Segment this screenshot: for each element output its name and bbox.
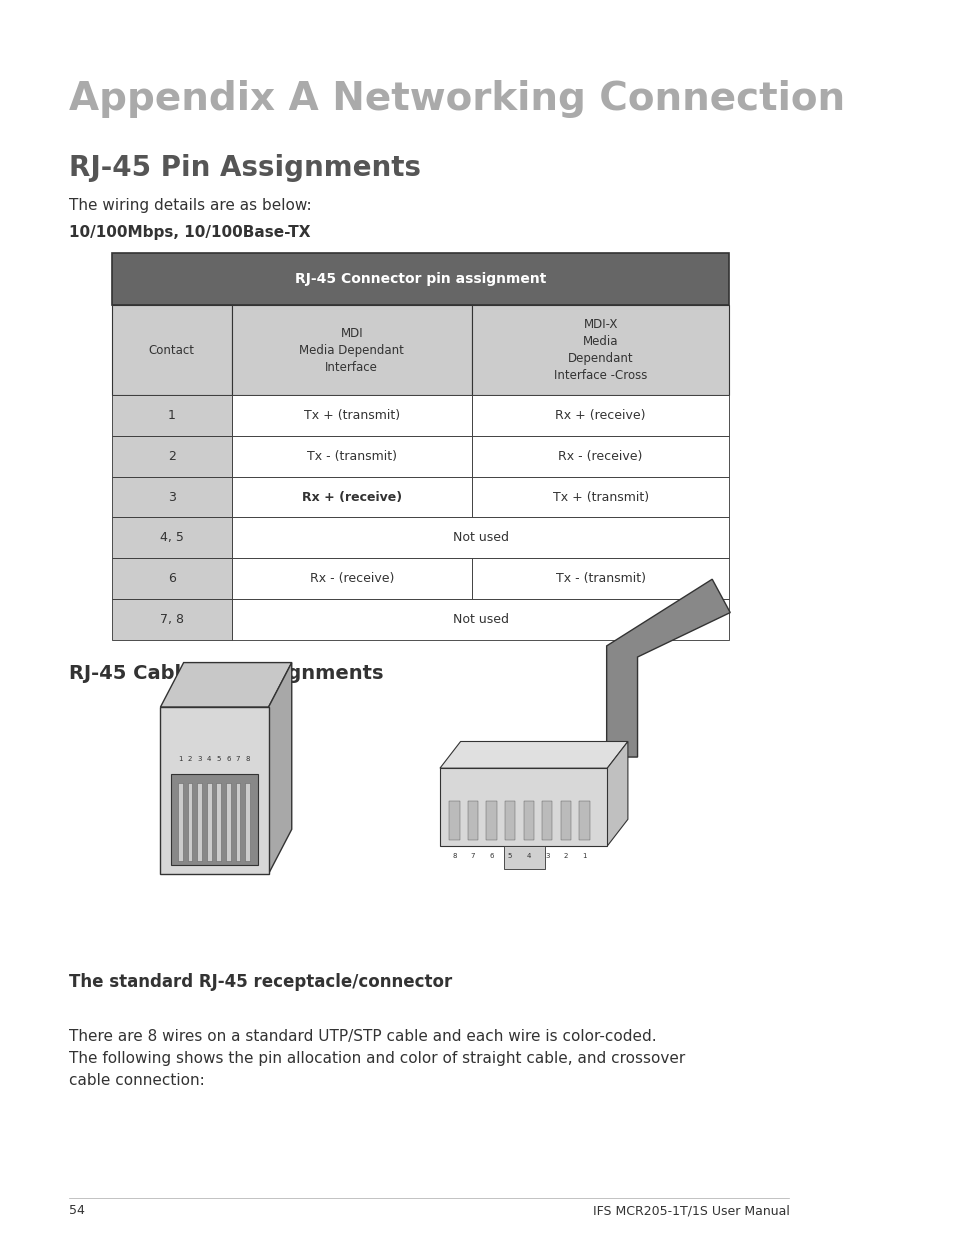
Text: 6: 6 — [168, 572, 175, 585]
FancyBboxPatch shape — [112, 599, 232, 640]
FancyBboxPatch shape — [504, 800, 515, 840]
Text: 7: 7 — [235, 756, 240, 762]
Text: 8: 8 — [245, 756, 250, 762]
FancyBboxPatch shape — [160, 706, 269, 874]
Text: Rx - (receive): Rx - (receive) — [310, 572, 394, 585]
Text: Rx - (receive): Rx - (receive) — [558, 450, 642, 463]
FancyBboxPatch shape — [245, 783, 250, 861]
FancyBboxPatch shape — [112, 253, 729, 305]
Text: Tx - (transmit): Tx - (transmit) — [307, 450, 396, 463]
FancyBboxPatch shape — [112, 395, 232, 436]
Text: 10/100Mbps, 10/100Base-TX: 10/100Mbps, 10/100Base-TX — [69, 225, 310, 240]
Polygon shape — [607, 741, 627, 846]
FancyBboxPatch shape — [449, 800, 459, 840]
Polygon shape — [439, 741, 627, 768]
Text: 2: 2 — [168, 450, 175, 463]
Text: 2: 2 — [563, 852, 567, 858]
FancyBboxPatch shape — [216, 783, 221, 861]
Text: 4: 4 — [526, 852, 530, 858]
Text: RJ-45 Cable Pin Assignments: RJ-45 Cable Pin Assignments — [69, 664, 383, 683]
FancyBboxPatch shape — [112, 305, 232, 395]
Text: Contact: Contact — [149, 343, 194, 357]
FancyBboxPatch shape — [232, 477, 472, 517]
Text: 3: 3 — [168, 490, 175, 504]
FancyBboxPatch shape — [178, 783, 183, 861]
FancyBboxPatch shape — [232, 395, 472, 436]
Text: 2: 2 — [188, 756, 192, 762]
FancyBboxPatch shape — [439, 768, 607, 846]
FancyBboxPatch shape — [503, 846, 545, 869]
Text: RJ-45 Connector pin assignment: RJ-45 Connector pin assignment — [294, 272, 545, 287]
Text: 3: 3 — [544, 852, 549, 858]
Text: 3: 3 — [197, 756, 202, 762]
Text: Not used: Not used — [452, 613, 508, 626]
FancyBboxPatch shape — [172, 773, 257, 866]
Text: 5: 5 — [216, 756, 221, 762]
Polygon shape — [269, 662, 292, 874]
Text: 54: 54 — [69, 1204, 85, 1218]
Text: Rx + (receive): Rx + (receive) — [301, 490, 401, 504]
Text: 1: 1 — [168, 409, 175, 422]
FancyBboxPatch shape — [232, 558, 472, 599]
Text: 1: 1 — [581, 852, 586, 858]
FancyBboxPatch shape — [472, 395, 729, 436]
FancyBboxPatch shape — [235, 783, 240, 861]
Text: 6: 6 — [489, 852, 494, 858]
FancyBboxPatch shape — [578, 800, 589, 840]
Text: MDI-X
Media
Dependant
Interface -Cross: MDI-X Media Dependant Interface -Cross — [554, 319, 647, 382]
FancyBboxPatch shape — [232, 599, 729, 640]
Text: 5: 5 — [507, 852, 512, 858]
Text: 7: 7 — [470, 852, 475, 858]
FancyBboxPatch shape — [112, 558, 232, 599]
FancyBboxPatch shape — [472, 436, 729, 477]
Text: RJ-45 Pin Assignments: RJ-45 Pin Assignments — [69, 154, 420, 183]
FancyBboxPatch shape — [232, 517, 729, 558]
Text: 8: 8 — [452, 852, 456, 858]
Text: 4: 4 — [207, 756, 212, 762]
FancyBboxPatch shape — [112, 436, 232, 477]
FancyBboxPatch shape — [232, 436, 472, 477]
Text: 1: 1 — [178, 756, 182, 762]
Text: 6: 6 — [226, 756, 231, 762]
Text: 7, 8: 7, 8 — [159, 613, 183, 626]
FancyBboxPatch shape — [188, 783, 193, 861]
Text: There are 8 wires on a standard UTP/STP cable and each wire is color-coded.
The : There are 8 wires on a standard UTP/STP … — [69, 1029, 684, 1088]
FancyBboxPatch shape — [467, 800, 477, 840]
FancyBboxPatch shape — [112, 477, 232, 517]
Polygon shape — [160, 662, 292, 706]
Text: Tx - (transmit): Tx - (transmit) — [555, 572, 645, 585]
FancyBboxPatch shape — [232, 305, 472, 395]
Text: MDI
Media Dependant
Interface: MDI Media Dependant Interface — [299, 326, 404, 374]
Text: Tx + (transmit): Tx + (transmit) — [303, 409, 399, 422]
FancyBboxPatch shape — [197, 783, 202, 861]
FancyBboxPatch shape — [112, 517, 232, 558]
FancyBboxPatch shape — [472, 477, 729, 517]
FancyBboxPatch shape — [207, 783, 212, 861]
FancyBboxPatch shape — [472, 305, 729, 395]
Polygon shape — [606, 579, 729, 757]
Text: Not used: Not used — [452, 531, 508, 545]
FancyBboxPatch shape — [560, 800, 571, 840]
Text: Tx + (transmit): Tx + (transmit) — [552, 490, 648, 504]
Text: Rx + (receive): Rx + (receive) — [555, 409, 645, 422]
FancyBboxPatch shape — [541, 800, 552, 840]
Text: The standard RJ-45 receptacle/connector: The standard RJ-45 receptacle/connector — [69, 973, 452, 992]
Text: The wiring details are as below:: The wiring details are as below: — [69, 198, 311, 212]
FancyBboxPatch shape — [472, 558, 729, 599]
FancyBboxPatch shape — [226, 783, 231, 861]
Text: IFS MCR205-1T/1S User Manual: IFS MCR205-1T/1S User Manual — [592, 1204, 788, 1218]
Text: Appendix A Networking Connection: Appendix A Networking Connection — [69, 80, 844, 119]
FancyBboxPatch shape — [523, 800, 534, 840]
Text: 4, 5: 4, 5 — [159, 531, 183, 545]
FancyBboxPatch shape — [486, 800, 497, 840]
